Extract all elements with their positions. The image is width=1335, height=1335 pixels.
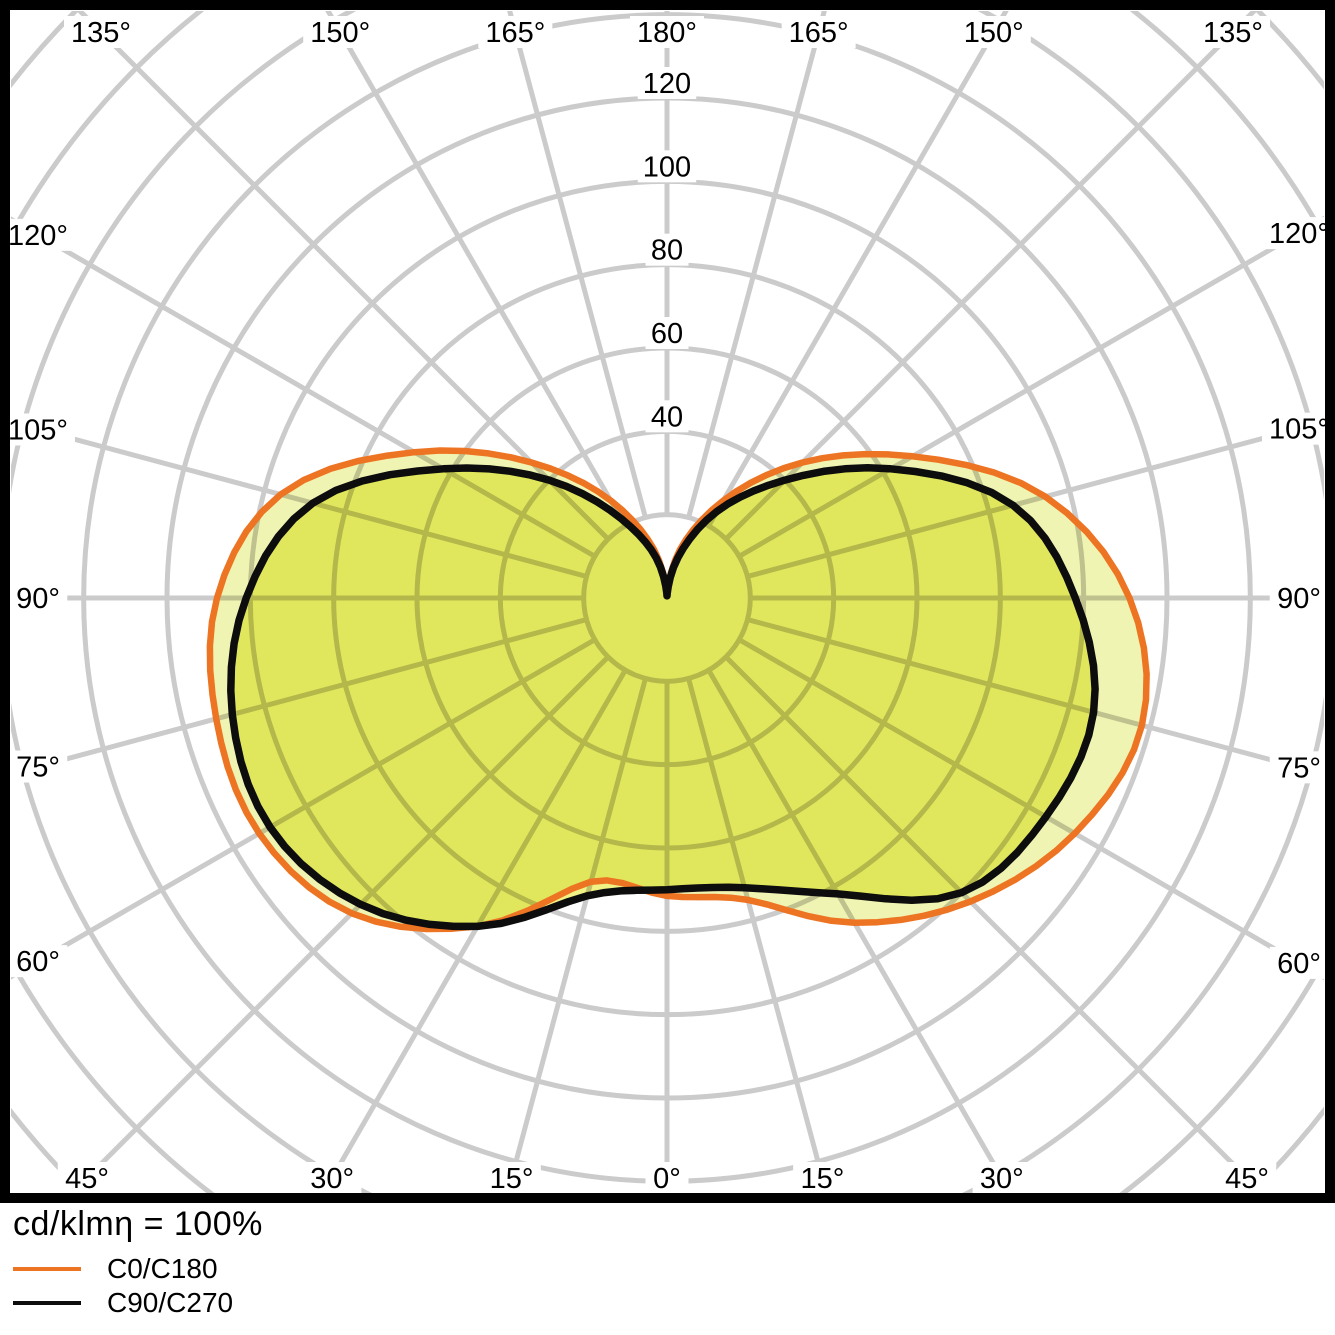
angle-tick-label-box <box>1 413 75 446</box>
angle-tick-label-box <box>8 945 68 978</box>
legend-item-c90-c270: C90/C270 <box>13 1286 233 1320</box>
angle-tick-label: 75° <box>1277 752 1321 784</box>
radial-tick-label: 60 <box>651 318 683 350</box>
angle-tick-label-box <box>1269 582 1329 614</box>
legend-item-c0-c180: C0/C180 <box>13 1252 233 1286</box>
angle-tick-label-box <box>1262 217 1335 250</box>
angle-tick-label: 45° <box>1225 1163 1269 1195</box>
c90-c270-fill <box>230 467 1096 927</box>
angle-tick-label-box <box>1262 412 1335 445</box>
angle-tick-label: 165° <box>789 17 849 49</box>
c90-c270-curve <box>227 464 1099 931</box>
radial-tick-label-box <box>645 400 689 433</box>
angle-tick-label-box <box>8 750 68 783</box>
angle-tick-label-box <box>1269 751 1329 784</box>
angle-tick-label-box <box>482 1162 541 1194</box>
radial-tick-label-box <box>645 233 689 266</box>
grid-spoke <box>686 11 827 519</box>
grid-spoke <box>706 11 1009 528</box>
radial-tick-label: 120 <box>643 68 691 100</box>
plot-frame <box>0 0 1335 1203</box>
angle-tick-label: 120° <box>8 220 68 252</box>
angle-tick-label-box <box>972 1162 1032 1194</box>
radial-tick-label: 80 <box>651 235 683 267</box>
angle-tick-label-box <box>8 582 68 614</box>
angle-tick-label: 135° <box>71 17 131 49</box>
angle-tick-label: 105° <box>8 414 68 446</box>
angle-tick-label-box <box>64 16 138 48</box>
legend-label-c0-c180: C0/C180 <box>107 1253 218 1284</box>
angle-tick-label: 165° <box>485 17 545 49</box>
angle-tick-label: 90° <box>16 583 60 615</box>
radial-tick-label-box <box>637 150 697 183</box>
angle-tick-label: 0° <box>653 1163 681 1195</box>
angle-tick-label: 75° <box>16 752 60 784</box>
angle-tick-label-box <box>302 1162 362 1194</box>
c90-c270-line-swatch <box>13 1301 81 1305</box>
angle-tick-label: 120° <box>1269 218 1329 250</box>
angle-tick-label: 150° <box>310 17 370 49</box>
angle-tick-label: 90° <box>1277 583 1321 615</box>
angle-tick-label-box <box>57 1162 117 1194</box>
grid-spoke <box>724 11 1258 541</box>
angle-tick-label: 60° <box>16 946 60 978</box>
angle-tick-label-box <box>1217 1162 1277 1194</box>
chart-title: cd/klmη = 100% <box>13 1205 263 1243</box>
angle-tick-label: 15° <box>490 1163 534 1195</box>
angle-tick-label: 15° <box>800 1163 844 1195</box>
angle-tick-label-box <box>630 16 704 48</box>
angle-tick-label-box <box>478 16 553 48</box>
angle-tick-label-box <box>645 1162 689 1194</box>
legend: C0/C180 C90/C270 <box>13 1252 233 1320</box>
angle-tick-label: 150° <box>964 17 1024 49</box>
radial-tick-label-box <box>645 317 689 349</box>
angle-tick-label: 180° <box>637 17 697 49</box>
radial-tick-label-box <box>637 67 697 99</box>
angle-tick-label-box <box>793 1162 852 1194</box>
grid-spoke <box>325 11 628 528</box>
legend-label-c90-c270: C90/C270 <box>107 1287 234 1318</box>
angle-tick-label: 135° <box>1203 17 1263 49</box>
grid-spoke <box>76 11 610 541</box>
tick-labels: 0° 15° 15° 30° 30° 45° 45° 60° 60° 75° 75° 90° 90° 10… <box>1 16 1335 1195</box>
angle-tick-label-box <box>1196 16 1270 48</box>
angle-tick-label-box <box>956 16 1031 48</box>
angle-tick-label: 30° <box>310 1163 354 1195</box>
angle-tick-label-box <box>781 16 856 48</box>
radial-tick-label: 40 <box>651 401 683 433</box>
angle-tick-label: 105° <box>1269 414 1329 446</box>
angle-tick-label: 45° <box>65 1163 109 1195</box>
angle-tick-label-box <box>1 218 75 251</box>
c0-c180-curve <box>206 447 1150 933</box>
grid-spoke <box>507 11 648 519</box>
angle-tick-label-box <box>303 16 378 48</box>
radial-tick-label: 100 <box>643 151 691 183</box>
angle-tick-label-box <box>1269 946 1329 979</box>
c0-c180-line-swatch <box>13 1267 81 1271</box>
angle-tick-label: 60° <box>1277 948 1321 980</box>
angle-tick-label: 30° <box>980 1163 1024 1195</box>
